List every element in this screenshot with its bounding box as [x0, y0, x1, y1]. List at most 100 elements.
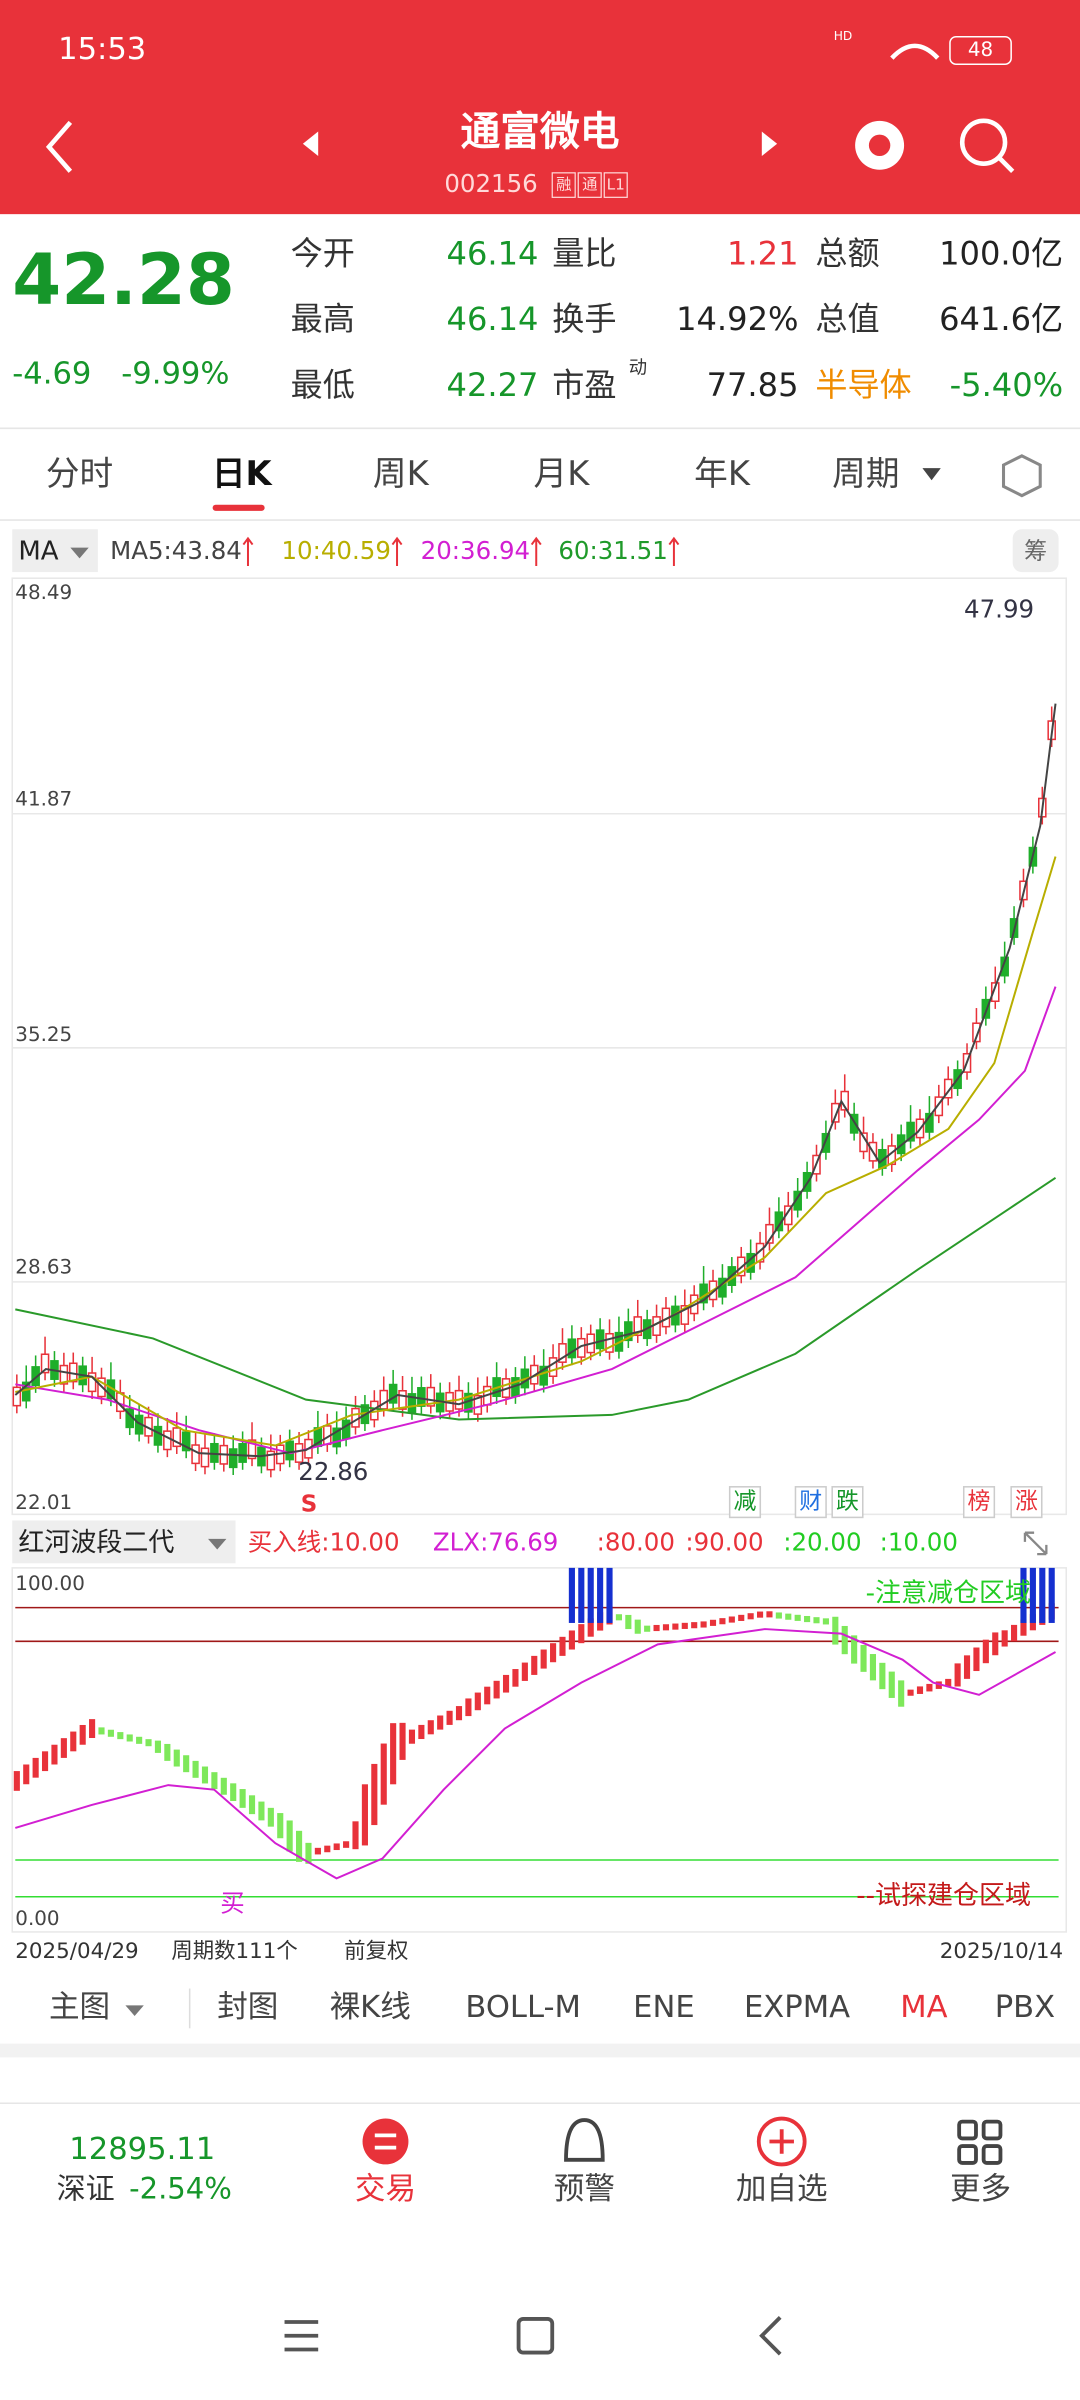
alert-icon[interactable] [564, 2118, 605, 2162]
candle-body [548, 1357, 558, 1378]
nav-label[interactable]: 更多 [950, 2172, 1011, 2207]
next-stock[interactable] [761, 131, 778, 157]
nav-back[interactable] [759, 2316, 782, 2356]
indicator-param: 买入线:10.00 [248, 1527, 400, 1556]
wave-bar [860, 1645, 867, 1672]
indicator-tab[interactable]: ENE [633, 1990, 695, 2025]
wave-bar [926, 1683, 933, 1692]
indicator-tab[interactable]: 封图 [217, 1990, 278, 2025]
wave-bar [916, 1686, 924, 1694]
wave-bar [305, 1842, 312, 1864]
plus [769, 2129, 794, 2154]
indicator-selector[interactable] [12, 1520, 236, 1564]
event-badge[interactable] [1010, 1486, 1043, 1519]
candle-body [934, 1096, 944, 1117]
wave-bar [277, 1813, 284, 1839]
add-watch-icon[interactable] [756, 2116, 807, 2167]
wave-bar [418, 1724, 425, 1740]
indicator-tab[interactable]: MA [900, 1990, 947, 2025]
wave-bar [13, 1771, 20, 1791]
period-tab[interactable]: 分时 [46, 454, 113, 493]
nav-label[interactable]: 交易 [355, 2172, 416, 2207]
battery-level: 48 [968, 38, 993, 61]
candle-body [972, 1022, 981, 1043]
wave-bar [728, 1616, 735, 1623]
wave-bar [352, 1821, 359, 1850]
prev-stock[interactable] [302, 131, 319, 157]
wave-bar [248, 1795, 256, 1815]
field-value: 14.92% [676, 300, 798, 338]
period-tab[interactable]: 日K [212, 454, 274, 493]
candle-body [821, 1132, 831, 1153]
period-tab[interactable]: 年K [694, 454, 751, 493]
alert-bar [587, 1567, 594, 1623]
tag-box [603, 172, 628, 198]
dropdown-caret [125, 2005, 144, 2017]
alert-bar [1020, 1567, 1027, 1623]
wave-bar [136, 1736, 143, 1744]
nav-label[interactable]: 加自选 [736, 2172, 828, 2207]
candle-body [341, 1419, 351, 1440]
alert-bar [597, 1567, 604, 1623]
wave-bar [615, 1614, 622, 1621]
candle-body [172, 1427, 182, 1448]
candle-body [379, 1389, 389, 1410]
back-button[interactable] [45, 120, 73, 173]
candle-body [633, 1316, 643, 1337]
candle-body [388, 1383, 398, 1404]
section-gap [0, 2043, 1080, 2058]
indicator-tab[interactable]: 主图 [49, 1990, 110, 2025]
status-time: 15:53 [58, 32, 146, 67]
wave-bar [484, 1686, 491, 1705]
wave-bar [399, 1722, 406, 1760]
candle-body [228, 1448, 238, 1469]
trade-icon[interactable] [362, 2118, 409, 2165]
candle-body [426, 1386, 436, 1407]
event-badge[interactable] [728, 1486, 762, 1519]
adjust-mode: 前复权 [344, 1939, 408, 1964]
stock-tag: 融 [556, 176, 571, 194]
candle-body [793, 1190, 802, 1211]
indicator-tab[interactable]: 裸K线 [330, 1990, 411, 2025]
event-badge[interactable] [962, 1486, 996, 1519]
event-badge[interactable] [831, 1486, 864, 1519]
period-tab[interactable]: 周期 [832, 454, 899, 493]
nav-label[interactable]: 预警 [554, 2172, 615, 2207]
period-tab[interactable]: 周K [373, 454, 430, 493]
wave-bar [60, 1738, 67, 1758]
wave-bar [296, 1830, 303, 1862]
search-button[interactable] [959, 118, 1008, 166]
wave-bar [531, 1655, 538, 1675]
settings-button[interactable] [1001, 454, 1042, 498]
expand-icon[interactable] [1023, 1531, 1048, 1556]
chip-button[interactable] [1012, 529, 1059, 573]
candle-body [605, 1332, 614, 1353]
wave-bar [324, 1845, 331, 1853]
wave-bar [380, 1743, 387, 1805]
wave-bar [804, 1615, 811, 1623]
period-tab[interactable]: 月K [534, 454, 591, 493]
more-cell [957, 2119, 978, 2141]
event-badge[interactable] [794, 1486, 827, 1519]
mascot-eye [868, 134, 891, 157]
candle-body [59, 1364, 69, 1385]
indicator-tab[interactable]: PBX [995, 1990, 1055, 2025]
high-label: 47.99 [964, 594, 1034, 623]
wave-bar [747, 1613, 754, 1620]
indicator-tab[interactable]: EXPMA [744, 1990, 850, 2025]
ma-up-arrow [530, 536, 542, 566]
nav-menu[interactable] [284, 2320, 319, 2352]
wave-bar [756, 1611, 764, 1618]
status-hd: HD [834, 29, 853, 43]
wave-bar [935, 1681, 942, 1689]
indicator-tab[interactable]: BOLL-M [465, 1990, 580, 2025]
more-icon[interactable] [957, 2119, 1003, 2165]
wave-bar [220, 1777, 227, 1795]
indicator-param: :80.00 [597, 1527, 675, 1556]
ma60-line [15, 1176, 1057, 1421]
candle-body [680, 1305, 690, 1325]
nav-home[interactable] [516, 2317, 555, 2355]
indicator-frame [11, 1567, 1067, 1933]
signal-s: S [301, 1492, 318, 1518]
wave-bar [117, 1732, 124, 1740]
